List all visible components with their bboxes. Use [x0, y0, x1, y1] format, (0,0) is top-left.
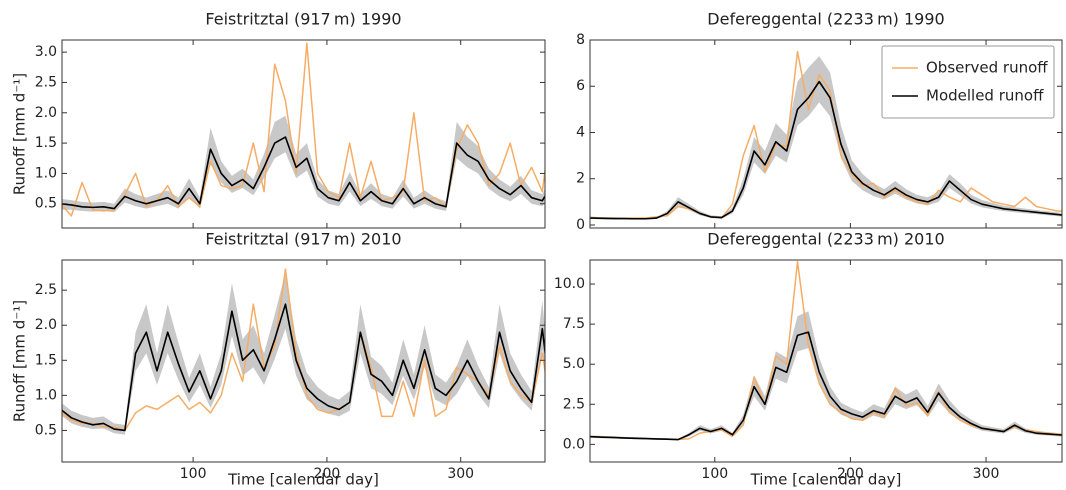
runoff-line [62, 42, 545, 217]
uncertainty-band [590, 56, 1062, 220]
y-axis-label: Runoff [mm d⁻¹] [11, 300, 29, 422]
y-tick-label: 2.5 [563, 396, 585, 412]
y-tick-label: 2.5 [35, 74, 57, 90]
panel-title: Defereggental (2233 m) 2010 [707, 230, 944, 249]
runoff-line [62, 136, 545, 210]
axes-frame [589, 39, 1063, 229]
x-tick-label: 200 [314, 466, 341, 482]
y-tick-label: 1.0 [35, 165, 57, 181]
plot-area [62, 42, 545, 217]
runoff-line [62, 268, 545, 432]
legend-label: Modelled runoff [926, 87, 1044, 105]
panel-title: Feistritztal (917 m) 2010 [205, 230, 401, 249]
uncertainty-band [62, 272, 545, 435]
panel-title: Feistritztal (917 m) 1990 [205, 10, 401, 29]
x-tick-label: 300 [973, 466, 1000, 482]
x-tick-label: 100 [180, 466, 207, 482]
y-tick-label: 0.5 [35, 196, 57, 212]
runoff-line [590, 331, 1062, 441]
x-tick-label: 200 [837, 466, 864, 482]
y-tick-label: 6 [576, 78, 585, 94]
y-tick-label: 10.0 [554, 276, 585, 292]
y-tick-label: 1.5 [35, 352, 57, 368]
plot-area [590, 50, 1062, 220]
runoff-line [590, 80, 1062, 220]
uncertainty-band [590, 311, 1062, 441]
y-tick-label: 0 [576, 217, 585, 233]
plot-area [590, 260, 1062, 441]
axes-frame [61, 39, 546, 229]
y-tick-label: 3.0 [35, 44, 57, 60]
y-tick-label: 2 [576, 171, 585, 187]
x-axis-label: Time [calendar day] [227, 471, 379, 489]
y-tick-label: 7.5 [563, 316, 585, 332]
y-tick-label: 4 [576, 124, 585, 140]
y-tick-label: 0.0 [563, 436, 585, 452]
x-tick-label: 300 [447, 466, 474, 482]
runoff-line [590, 50, 1062, 220]
runoff-line [62, 303, 545, 432]
legend-box [881, 45, 1055, 119]
y-tick-label: 2.0 [35, 105, 57, 121]
y-axis-label: Runoff [mm d⁻¹] [11, 73, 29, 195]
y-tick-label: 1.5 [35, 135, 57, 151]
y-tick-label: 2.0 [35, 317, 57, 333]
x-tick-label: 100 [701, 466, 728, 482]
y-tick-label: 2.5 [35, 282, 57, 298]
x-axis-label: Time [calendar day] [750, 471, 902, 489]
legend-label: Observed runoff [926, 59, 1048, 77]
uncertainty-band [62, 115, 545, 213]
y-tick-label: 8 [576, 32, 585, 48]
panel-title: Defereggental (2233 m) 1990 [707, 10, 944, 29]
y-tick-label: 0.5 [35, 422, 57, 438]
y-tick-label: 1.0 [35, 387, 57, 403]
runoff-line [590, 260, 1062, 441]
plot-area [62, 268, 545, 435]
axes-frame [589, 259, 1063, 463]
y-tick-label: 5.0 [563, 356, 585, 372]
axes-frame [61, 259, 546, 463]
